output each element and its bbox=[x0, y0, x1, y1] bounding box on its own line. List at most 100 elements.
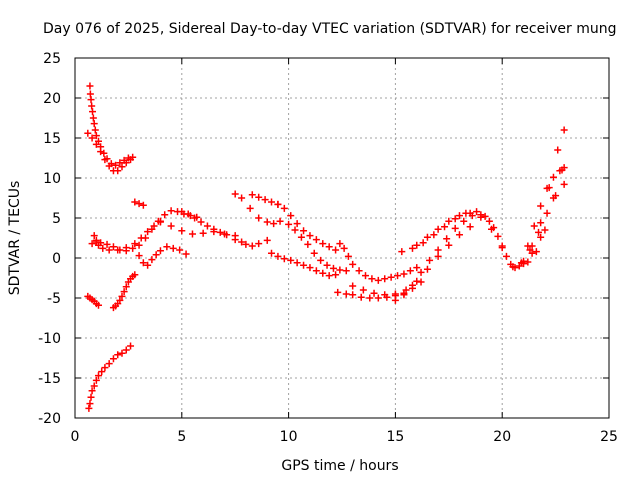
data-point bbox=[131, 198, 139, 206]
data-point bbox=[524, 258, 532, 266]
data-point bbox=[300, 227, 308, 235]
data-point bbox=[231, 236, 239, 244]
data-point bbox=[114, 167, 122, 175]
data-point bbox=[248, 191, 256, 199]
series-arc-y bbox=[517, 180, 568, 267]
data-point bbox=[349, 260, 357, 268]
data-point bbox=[361, 272, 369, 280]
data-point bbox=[90, 232, 98, 240]
data-point bbox=[554, 146, 562, 154]
series-arc-h bbox=[109, 271, 139, 312]
data-point bbox=[366, 294, 374, 302]
data-point bbox=[370, 289, 378, 297]
y-tick-label: 20 bbox=[43, 91, 61, 107]
data-point bbox=[92, 376, 100, 384]
x-tick-label: 15 bbox=[386, 429, 404, 445]
data-point bbox=[451, 224, 459, 232]
data-point bbox=[400, 291, 408, 299]
data-point bbox=[455, 212, 463, 220]
data-point bbox=[139, 259, 147, 267]
data-point bbox=[188, 230, 196, 238]
series-arc-m bbox=[231, 190, 278, 228]
data-point bbox=[91, 126, 99, 134]
data-point bbox=[494, 232, 502, 240]
data-point bbox=[88, 240, 96, 248]
data-point bbox=[94, 372, 102, 380]
data-point bbox=[304, 240, 312, 248]
data-point bbox=[413, 241, 421, 249]
data-point bbox=[238, 194, 246, 202]
data-point bbox=[285, 220, 293, 228]
data-point bbox=[101, 364, 109, 372]
data-point bbox=[329, 264, 337, 272]
data-point bbox=[94, 301, 102, 309]
data-point bbox=[306, 264, 314, 272]
chart-title: Day 076 of 2025, Sidereal Day-to-day VTE… bbox=[43, 21, 617, 37]
data-point bbox=[280, 255, 288, 263]
data-point bbox=[139, 201, 147, 209]
data-point bbox=[99, 244, 107, 252]
series-arc-o bbox=[274, 200, 340, 254]
data-point bbox=[323, 261, 331, 269]
data-point bbox=[86, 400, 94, 408]
x-axis-label: GPS time / hours bbox=[281, 458, 398, 474]
data-point bbox=[161, 211, 169, 219]
data-point bbox=[400, 270, 408, 278]
y-tick-label: 10 bbox=[43, 171, 61, 187]
data-point bbox=[118, 163, 126, 171]
data-point bbox=[116, 159, 124, 167]
data-point bbox=[92, 236, 100, 244]
data-point bbox=[406, 267, 414, 275]
data-point bbox=[131, 240, 139, 248]
data-point bbox=[455, 231, 463, 239]
data-point bbox=[535, 228, 543, 236]
data-point bbox=[368, 275, 376, 283]
data-point bbox=[88, 387, 96, 395]
data-point bbox=[291, 226, 299, 234]
y-tick-label: -10 bbox=[38, 331, 61, 347]
data-point bbox=[466, 223, 474, 231]
data-point bbox=[441, 223, 449, 231]
data-point bbox=[498, 244, 506, 252]
data-point bbox=[137, 234, 145, 242]
data-point bbox=[122, 283, 130, 291]
data-point bbox=[473, 208, 481, 216]
data-point bbox=[434, 225, 442, 233]
data-point bbox=[100, 149, 108, 157]
data-point bbox=[92, 140, 100, 148]
series-arc-d bbox=[90, 217, 164, 254]
data-point bbox=[306, 232, 314, 240]
data-point bbox=[103, 240, 111, 248]
data-point bbox=[246, 204, 254, 212]
data-point bbox=[526, 246, 534, 254]
data-point bbox=[387, 273, 395, 281]
data-point bbox=[94, 241, 102, 249]
data-point bbox=[268, 249, 276, 257]
data-point bbox=[374, 294, 382, 302]
data-point bbox=[560, 164, 568, 172]
data-point bbox=[274, 252, 282, 260]
data-point bbox=[332, 246, 340, 254]
data-point bbox=[402, 286, 410, 294]
data-point bbox=[114, 246, 122, 254]
data-point bbox=[255, 240, 263, 248]
data-point bbox=[543, 209, 551, 217]
data-point bbox=[342, 267, 350, 275]
data-point bbox=[203, 222, 211, 230]
data-point bbox=[332, 271, 340, 279]
x-tick-label: 10 bbox=[280, 429, 298, 445]
data-point bbox=[336, 266, 344, 274]
series-arc-p bbox=[276, 217, 350, 275]
data-point bbox=[342, 290, 350, 298]
data-point bbox=[97, 148, 105, 156]
data-point bbox=[90, 120, 98, 128]
y-tick-label: -15 bbox=[38, 371, 61, 387]
data-point bbox=[325, 243, 333, 251]
series-arc-k bbox=[178, 208, 231, 239]
data-point bbox=[199, 229, 207, 237]
data-point bbox=[293, 259, 301, 267]
data-point bbox=[560, 126, 568, 134]
data-point bbox=[122, 159, 130, 167]
data-point bbox=[131, 271, 139, 279]
data-point bbox=[312, 236, 320, 244]
